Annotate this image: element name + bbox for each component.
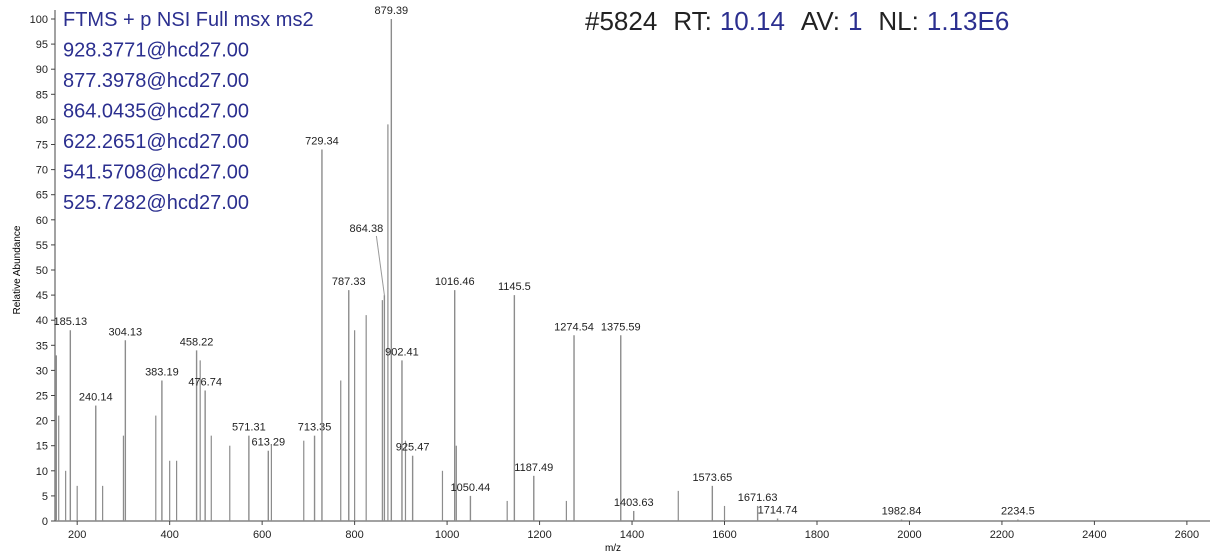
y-tick-label: 30 [36,365,48,377]
nl: 1.13E6 [927,6,1009,36]
peak-label: 304.13 [109,326,143,338]
nl-label: NL: [878,6,918,36]
y-tick-label: 40 [36,315,48,327]
peak-label: 864.38 [350,223,384,235]
title-line: 622.2651@hcd27.00 [63,131,249,153]
peak-label: 925.47 [396,442,430,454]
x-axis-label: m/z [605,543,621,554]
peak-label: 1016.46 [435,276,475,288]
peak-label: 185.13 [53,316,87,328]
peak-label: 1573.65 [692,472,732,484]
title-line: 877.3978@hcd27.00 [63,70,249,92]
x-tick-label: 1400 [620,529,644,541]
y-tick-label: 100 [30,14,48,26]
peak-label: 729.34 [305,136,339,148]
y-tick-label: 70 [36,165,48,177]
peak-label: 383.19 [145,366,179,378]
peak-label: 476.74 [188,376,222,388]
peak-label: 713.35 [298,422,332,434]
x-tick-label: 800 [345,529,363,541]
x-tick-label: 600 [253,529,271,541]
peak-label: 571.31 [232,422,266,434]
y-tick-label: 60 [36,215,48,227]
scan: #5824 [585,6,657,36]
rt-label: RT: [673,6,712,36]
peak-label: 1403.63 [614,497,654,509]
x-tick-label: 1600 [712,529,736,541]
y-tick-label: 95 [36,39,48,51]
y-tick-label: 45 [36,290,48,302]
title-line: FTMS + p NSI Full msx ms2 [63,9,314,31]
peak-label: 1671.63 [738,492,778,504]
peak-label: 1714.74 [758,504,798,516]
peak-label: 613.29 [251,437,285,449]
y-tick-label: 65 [36,190,48,202]
peak-label: 1982.84 [882,505,922,517]
peak-label: 240.14 [79,392,113,404]
av: 1 [848,6,862,36]
rt: 10.14 [720,6,785,36]
scan-header: #5824 RT: 10.14 AV: 1 NL: 1.13E6 [585,6,1009,36]
y-tick-label: 10 [36,466,48,478]
y-tick-label: 55 [36,240,48,252]
peak-label: 787.33 [332,276,366,288]
peak-label: 1145.5 [498,281,531,293]
y-tick-label: 75 [36,140,48,152]
peak-label: 879.39 [374,5,408,17]
y-tick-label: 20 [36,416,48,428]
av-label: AV: [801,6,840,36]
x-tick-label: 2600 [1175,529,1199,541]
title-line: 928.3771@hcd27.00 [63,40,249,62]
title-line: 525.7282@hcd27.00 [63,192,249,214]
x-tick-label: 400 [160,529,178,541]
peak-label: 902.41 [385,346,419,358]
y-tick-label: 35 [36,340,48,352]
peak-label: 1274.54 [554,321,594,333]
y-tick-label: 85 [36,89,48,101]
y-tick-label: 25 [36,391,48,403]
y-tick-label: 90 [36,64,48,76]
x-tick-label: 2000 [897,529,921,541]
y-tick-label: 80 [36,114,48,126]
y-axis-label: Relative Abundance [12,225,23,314]
y-tick-label: 50 [36,265,48,277]
peak-label: 1187.49 [514,462,553,474]
peak-label: 2234.5 [1001,505,1035,517]
leader-line [375,235,385,296]
y-tick-label: 5 [42,491,48,503]
title-line: 864.0435@hcd27.00 [63,101,249,123]
peak-label: 1050.44 [451,482,491,494]
peak-label: 1375.59 [601,321,641,333]
x-tick-label: 2200 [990,529,1014,541]
x-tick-label: 2400 [1082,529,1106,541]
x-tick-label: 1800 [805,529,829,541]
peak-label: 458.22 [180,336,214,348]
x-tick-label: 1000 [435,529,459,541]
title-line: 541.5708@hcd27.00 [63,162,249,184]
x-tick-label: 1200 [527,529,551,541]
x-tick-label: 200 [68,529,86,541]
y-tick-label: 0 [42,516,48,528]
y-tick-label: 15 [36,441,48,453]
